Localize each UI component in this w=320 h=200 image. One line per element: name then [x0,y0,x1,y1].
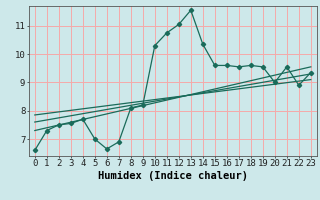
X-axis label: Humidex (Indice chaleur): Humidex (Indice chaleur) [98,171,248,181]
